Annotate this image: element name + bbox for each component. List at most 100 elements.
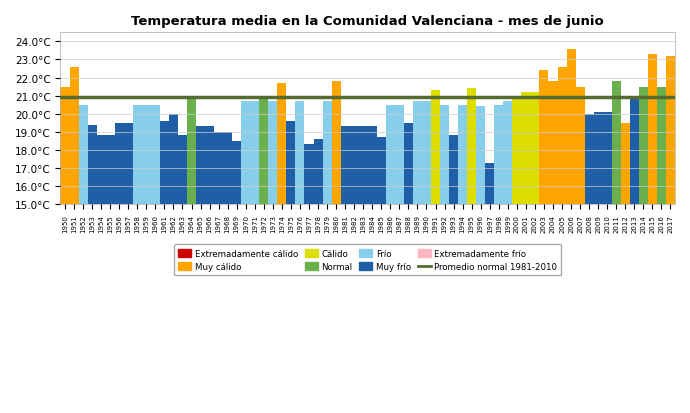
Bar: [602, 33, 612, 204]
Bar: [377, 33, 386, 138]
Bar: [359, 33, 368, 127]
Bar: [549, 33, 558, 204]
Bar: [250, 33, 259, 102]
Bar: [467, 33, 476, 204]
Bar: [313, 33, 322, 204]
Bar: [413, 33, 422, 204]
Bar: [630, 33, 639, 204]
Bar: [621, 33, 630, 204]
Bar: [531, 33, 540, 204]
Bar: [196, 33, 205, 204]
Bar: [70, 33, 79, 204]
Bar: [187, 33, 196, 98]
Bar: [160, 33, 169, 204]
Bar: [115, 33, 124, 123]
Bar: [368, 33, 377, 127]
Bar: [142, 33, 151, 105]
Bar: [232, 33, 241, 142]
Bar: [549, 33, 558, 82]
Bar: [97, 33, 106, 204]
Bar: [639, 33, 648, 204]
Bar: [88, 33, 97, 125]
Bar: [485, 33, 494, 204]
Bar: [494, 33, 503, 204]
Bar: [295, 33, 304, 204]
Bar: [368, 33, 377, 204]
Bar: [350, 33, 359, 127]
Bar: [332, 33, 341, 82]
Bar: [79, 33, 88, 204]
Bar: [386, 33, 395, 204]
Bar: [558, 33, 566, 67]
Bar: [332, 33, 341, 204]
Bar: [584, 33, 593, 204]
Bar: [522, 33, 531, 93]
Bar: [223, 33, 232, 133]
Bar: [458, 33, 467, 204]
Bar: [322, 33, 332, 102]
Bar: [612, 33, 621, 82]
Bar: [268, 33, 277, 204]
Bar: [584, 33, 593, 114]
Bar: [621, 33, 630, 123]
Bar: [404, 33, 413, 204]
Bar: [124, 33, 132, 123]
Bar: [657, 33, 666, 204]
Bar: [630, 33, 639, 96]
Bar: [341, 33, 350, 204]
Bar: [413, 33, 422, 102]
Title: Temperatura media en la Comunidad Valenciana - mes de junio: Temperatura media en la Comunidad Valenc…: [131, 15, 604, 28]
Bar: [277, 33, 286, 84]
Bar: [196, 33, 205, 127]
Bar: [648, 33, 657, 55]
Bar: [322, 33, 332, 204]
Bar: [503, 33, 513, 204]
Bar: [341, 33, 350, 127]
Bar: [97, 33, 106, 136]
Bar: [160, 33, 169, 121]
Bar: [666, 33, 675, 204]
Bar: [106, 33, 115, 136]
Bar: [124, 33, 132, 204]
Bar: [431, 33, 440, 91]
Bar: [277, 33, 286, 204]
Bar: [259, 33, 268, 96]
Bar: [449, 33, 458, 136]
Bar: [593, 33, 602, 204]
Bar: [304, 33, 313, 145]
Bar: [286, 33, 295, 121]
Bar: [648, 33, 657, 204]
Bar: [259, 33, 268, 204]
Bar: [178, 33, 187, 136]
Bar: [540, 33, 549, 204]
Bar: [503, 33, 513, 102]
Bar: [132, 33, 142, 204]
Bar: [61, 33, 70, 204]
Bar: [214, 33, 223, 204]
Bar: [151, 33, 160, 105]
Bar: [241, 33, 250, 102]
Legend: Extremadamente cálido, Muy cálido, Cálido, Normal, Frío, Muy frío, Extremadament: Extremadamente cálido, Muy cálido, Cálid…: [174, 245, 562, 276]
Bar: [268, 33, 277, 102]
Bar: [187, 33, 196, 204]
Bar: [377, 33, 386, 204]
Bar: [223, 33, 232, 204]
Bar: [657, 33, 666, 88]
Bar: [350, 33, 359, 204]
Bar: [513, 33, 522, 96]
Bar: [151, 33, 160, 204]
Bar: [531, 33, 540, 93]
Bar: [169, 33, 178, 114]
Bar: [106, 33, 115, 204]
Bar: [313, 33, 322, 140]
Bar: [593, 33, 602, 113]
Bar: [566, 33, 575, 50]
Bar: [476, 33, 485, 107]
Bar: [485, 33, 494, 163]
Bar: [295, 33, 304, 102]
Bar: [458, 33, 467, 105]
Bar: [575, 33, 584, 88]
Bar: [395, 33, 404, 204]
Bar: [178, 33, 187, 204]
Bar: [241, 33, 250, 204]
